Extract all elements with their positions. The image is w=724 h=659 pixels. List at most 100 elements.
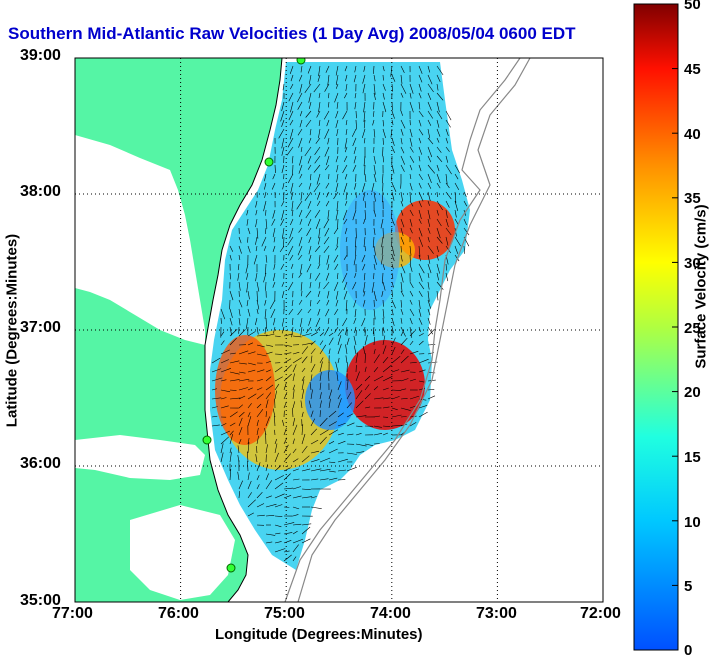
velocity-vector [328,389,333,400]
velocity-vector [274,376,283,382]
velocity-vector [301,468,311,472]
velocity-vector [353,345,357,355]
velocity-vector [282,419,285,427]
velocity-vector [373,209,377,217]
velocity-vector [265,384,274,391]
velocity-vector [211,406,218,409]
velocity-vector [264,182,267,190]
velocity-vector [353,74,357,83]
velocity-vector [409,415,417,418]
velocity-vector [313,164,321,173]
velocity-vector [319,436,327,445]
velocity-vector [319,450,325,454]
velocity-vector [371,182,375,193]
velocity-vector [363,137,366,144]
velocity-vector [301,376,305,382]
velocity-vector [335,119,339,128]
velocity-vector [373,83,376,95]
velocity-vector [427,128,431,139]
velocity-vector [364,209,366,220]
velocity-vector [271,218,276,226]
velocity-vector [391,355,401,364]
velocity-vector [301,526,311,535]
velocity-vector [445,164,452,175]
velocity-vector [280,110,285,122]
velocity-vector [211,397,222,400]
velocity-vector [310,332,318,337]
velocity-vector [409,101,414,113]
velocity-vector [324,164,330,171]
velocity-vector [382,119,384,127]
velocity-vector [292,530,298,535]
velocity-vector [324,83,330,92]
velocity-vector [238,245,242,254]
velocity-vector [427,74,433,85]
velocity-vector [400,110,403,116]
velocity-vector [400,337,408,346]
velocity-vector [229,422,236,427]
velocity-vector [229,411,238,418]
velocity-vector [314,146,321,155]
velocity-vector [345,344,348,355]
velocity-vector [353,335,357,346]
velocity-vector [346,433,354,436]
velocity-vector [307,65,312,74]
velocity-vector [238,308,241,317]
velocity-vector [345,299,348,311]
velocity-vector [436,182,441,189]
velocity-vector [298,74,303,82]
velocity-vector [337,422,346,427]
velocity-vector [256,369,265,373]
velocity-vector [291,326,294,338]
velocity-vector [427,299,431,309]
velocity-vector [362,74,366,84]
velocity-vector [333,254,339,263]
x-tick-label: 74:00 [370,605,411,622]
velocity-vector [346,402,353,409]
velocity-vector [247,480,252,490]
velocity-vector [220,331,225,337]
velocity-vector [310,478,319,481]
velocity-vector [308,92,312,103]
velocity-vector [373,433,383,436]
velocity-vector [454,164,460,174]
velocity-vector [445,146,450,152]
velocity-vector [256,344,265,348]
velocity-vector [353,155,357,164]
velocity-vector [436,290,439,301]
velocity-vector [343,155,348,163]
velocity-vector [346,466,357,472]
velocity-vector [301,455,310,463]
velocity-vector [238,480,243,490]
pamlico-sound [130,505,235,600]
velocity-vector [382,146,384,157]
velocity-vector [436,65,444,76]
velocity-vector [391,263,394,270]
velocity-vector [310,418,316,427]
velocity-vector [238,395,246,400]
velocity-vector [283,392,288,400]
velocity-vector [298,182,303,188]
velocity-vector [263,245,267,252]
colorbar-tick-label: 5 [684,578,693,595]
velocity-vector [344,137,348,149]
velocity-vector [373,245,376,256]
velocity-vector [427,173,432,184]
velocity-vector [237,263,240,271]
velocity-vector [418,137,422,144]
velocity-vector [246,218,249,226]
velocity-vector [418,358,429,364]
velocity-vector [308,182,312,190]
velocity-vector [436,272,439,281]
velocity-vector [265,333,275,337]
velocity-vector [409,146,414,153]
velocity-vector [256,403,262,409]
velocity-vector [436,101,440,113]
velocity-vector [265,218,268,229]
velocity-vector [220,436,230,445]
velocity-vector [298,272,303,278]
velocity-vector [391,272,394,279]
velocity-vector [265,317,267,329]
velocity-vector [287,137,294,148]
